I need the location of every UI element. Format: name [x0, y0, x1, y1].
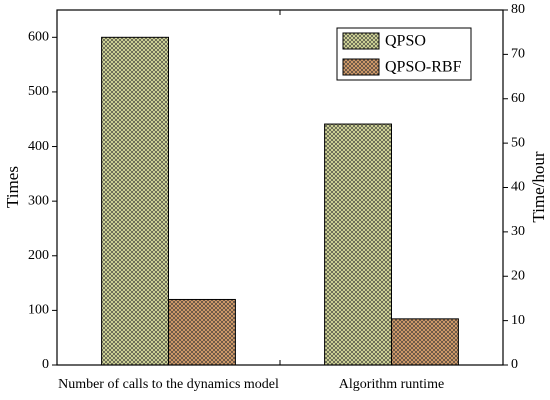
legend-label: QPSO-RBF [385, 59, 462, 76]
y2-tick-label: 20 [511, 268, 525, 283]
y-axis-title: Times [3, 166, 22, 208]
x-tick-label: Number of calls to the dynamics model [58, 377, 279, 392]
y2-tick-label: 60 [511, 91, 525, 106]
y-tick-label: 0 [42, 357, 49, 372]
y2-tick-label: 0 [511, 357, 518, 372]
y2-tick-label: 80 [511, 2, 525, 17]
y2-tick-label: 30 [511, 224, 525, 239]
y-tick-label: 500 [28, 84, 49, 99]
y2-tick-label: 10 [511, 313, 525, 328]
y2-tick-label: 70 [511, 47, 525, 62]
x-tick-label: Algorithm runtime [339, 377, 444, 392]
legend-label: QPSO [385, 33, 426, 50]
y2-tick-label: 50 [511, 135, 525, 150]
y-tick-label: 100 [28, 303, 49, 318]
bar [168, 298, 236, 366]
bar [324, 123, 393, 366]
y-tick-label: 200 [28, 248, 49, 263]
y-tick-label: 300 [28, 193, 49, 208]
y2-axis-title: Time/hour [529, 151, 548, 223]
legend-swatch [342, 32, 380, 50]
legend-swatch [342, 58, 380, 76]
y-tick-label: 600 [28, 30, 49, 45]
bar [101, 36, 169, 366]
y2-tick-label: 40 [511, 180, 525, 195]
bar [391, 318, 459, 366]
y-tick-label: 400 [28, 139, 49, 154]
